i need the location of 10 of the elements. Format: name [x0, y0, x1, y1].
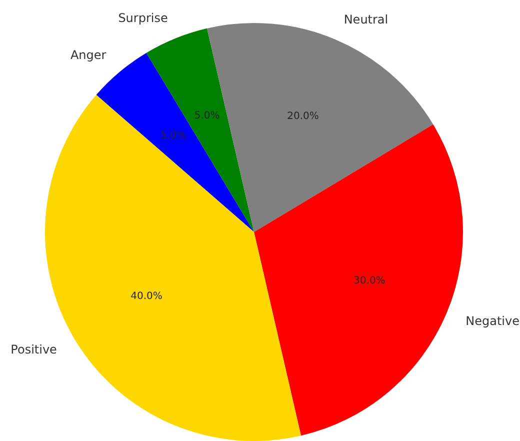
data-label: 20.0%	[287, 111, 319, 122]
slice-label: Negative	[466, 314, 520, 328]
slice-label: Neutral	[344, 12, 388, 26]
data-label: 30.0%	[354, 276, 386, 287]
data-label: 40.0%	[130, 291, 162, 302]
slice-label: Surprise	[118, 10, 168, 25]
slice-label: Positive	[10, 342, 57, 357]
data-label: 5.0%	[194, 110, 220, 122]
data-label: 5.0%	[160, 130, 186, 142]
slice-label: Anger	[70, 48, 106, 62]
